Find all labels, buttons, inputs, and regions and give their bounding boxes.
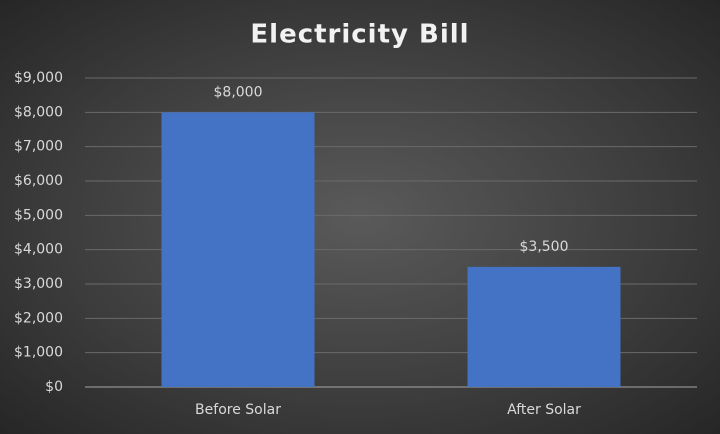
x-tick-label: After Solar bbox=[507, 402, 581, 418]
y-tick-label: $5,000 bbox=[14, 207, 63, 223]
y-tick-label: $8,000 bbox=[14, 104, 63, 120]
chart-title: Electricity Bill bbox=[250, 20, 469, 50]
y-tick-label: $6,000 bbox=[14, 173, 63, 189]
y-tick-label: $0 bbox=[45, 379, 63, 395]
y-tick-label: $2,000 bbox=[14, 310, 63, 326]
y-tick-label: $4,000 bbox=[14, 242, 63, 258]
bar bbox=[467, 266, 621, 387]
y-tick-label: $7,000 bbox=[14, 139, 63, 155]
y-tick-label: $9,000 bbox=[14, 70, 63, 86]
x-tick-label: Before Solar bbox=[195, 402, 281, 418]
bar bbox=[161, 112, 315, 387]
data-label: $3,500 bbox=[520, 239, 569, 255]
y-tick-label: $1,000 bbox=[14, 345, 63, 361]
data-label: $8,000 bbox=[214, 84, 263, 100]
y-tick-label: $3,000 bbox=[14, 276, 63, 292]
